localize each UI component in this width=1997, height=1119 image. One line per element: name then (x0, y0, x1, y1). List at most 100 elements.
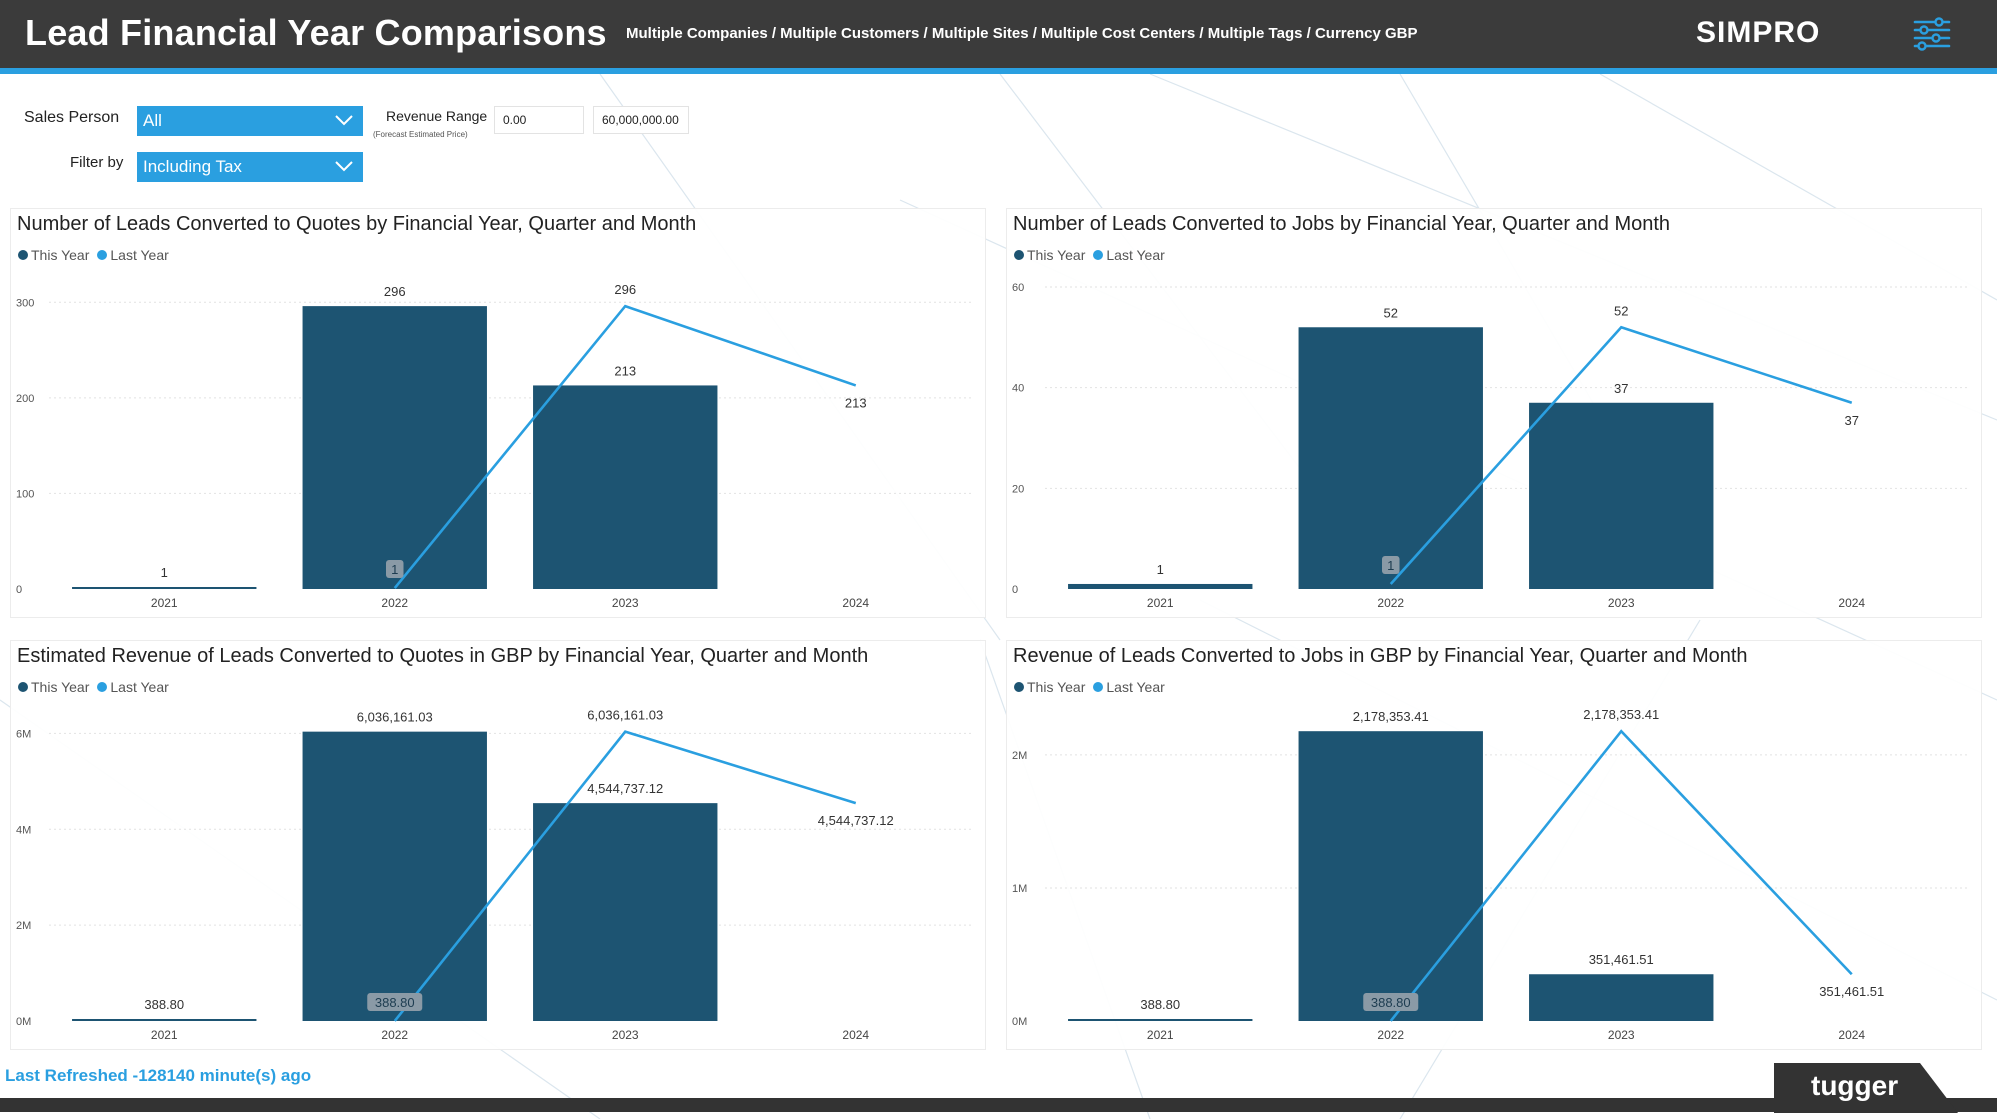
data-label-last-year: 4,544,737.12 (818, 813, 894, 828)
bar-this-year (72, 1019, 257, 1021)
revenue-min-input[interactable]: 0.00 (494, 106, 584, 134)
y-tick-label: 1M (1012, 883, 1027, 895)
chart-legend: This Year Last Year (18, 679, 177, 695)
x-tick-label: 2022 (381, 1028, 408, 1042)
combo-chart: 0 20 40 60 2021 2022 2023 2024 1 52 37 1 52 37 (1012, 282, 1967, 610)
simpro-logo: SIMPRO (1696, 16, 1821, 49)
legend-last-year: Last Year (97, 247, 169, 263)
y-tick-label: 0M (16, 1016, 31, 1028)
chart-title: Estimated Revenue of Leads Converted to … (17, 645, 869, 667)
x-tick-label: 2023 (1608, 1028, 1635, 1042)
legend-label: This Year (31, 247, 90, 263)
last-year-swatch (1093, 250, 1104, 260)
x-tick-label: 2022 (1377, 596, 1404, 610)
chevron-down-icon (335, 161, 353, 172)
legend-this-year: This Year (18, 247, 89, 263)
sales-person-value: All (143, 111, 162, 130)
chart-panel-jobs-revenue: Revenue of Leads Converted to Jobs in GB… (1006, 640, 1982, 1050)
x-tick-label: 2024 (842, 596, 869, 610)
data-label-last-year: 37 (1845, 413, 1859, 428)
y-tick-label: 0M (1012, 1016, 1027, 1028)
chart-title: Number of Leads Converted to Jobs by Fin… (1013, 213, 1671, 235)
data-label-last-year: 388.80 (1371, 995, 1411, 1010)
bar-this-year (302, 731, 487, 1021)
combo-chart: 0M 1M 2M 2021 2022 2023 2024 388.80 2,178,353.41… (1012, 707, 1967, 1042)
revenue-range-label: Revenue Range (386, 108, 488, 124)
page-title: Lead Financial Year Comparisons (25, 12, 607, 53)
bar-this-year (533, 385, 718, 589)
legend-label: This Year (31, 679, 90, 695)
bar-this-year (1298, 731, 1483, 1021)
chevron-down-icon (335, 115, 353, 126)
data-label-badge-last-year (1382, 555, 1400, 574)
footer-bar (0, 1098, 1997, 1112)
line-last-year (1389, 729, 1853, 1022)
x-tick-label: 2022 (1377, 1028, 1404, 1042)
chart-title: Revenue of Leads Converted to Jobs in GB… (1013, 645, 1748, 667)
y-tick-label: 20 (1012, 483, 1024, 495)
combo-chart: 0 100 200 300 2021 2022 2023 2024 1 296 213 1 296 213 (16, 282, 971, 610)
data-label-this-year: 6,036,161.03 (357, 710, 433, 725)
legend-this-year: This Year (18, 679, 89, 695)
x-tick-label: 2022 (381, 596, 408, 610)
filter-by-dropdown[interactable]: Including Tax (137, 152, 363, 182)
revenue-max-input[interactable]: 60,000,000.00 (593, 106, 689, 134)
legend-this-year: This Year (1014, 247, 1085, 263)
y-tick-label: 300 (16, 297, 34, 309)
y-tick-label: 4M (16, 824, 31, 836)
line-last-year (393, 730, 857, 1022)
y-tick-label: 40 (1012, 383, 1024, 395)
sliders-icon[interactable] (1912, 16, 1952, 52)
x-tick-label: 2023 (1608, 596, 1635, 610)
x-tick-label: 2021 (151, 1028, 178, 1042)
data-label-this-year: 37 (1614, 381, 1628, 396)
data-label-this-year: 213 (614, 363, 636, 378)
data-label-last-year: 388.80 (375, 995, 415, 1010)
last-year-swatch (97, 682, 108, 692)
y-tick-label: 2M (1012, 750, 1027, 762)
chart-legend: This Year Last Year (1014, 679, 1173, 695)
data-label-this-year: 1 (1157, 562, 1164, 577)
bar-this-year (72, 587, 257, 589)
bar-this-year (1068, 1019, 1253, 1021)
legend-label: Last Year (1106, 679, 1165, 695)
header-accent-stripe (0, 68, 1997, 74)
combo-chart: 0M 2M 4M 6M 2021 2022 2023 2024 388.80 6,036,161.… (16, 708, 971, 1042)
chart-legend: This Year Last Year (18, 247, 177, 263)
last-year-swatch (97, 250, 108, 260)
data-label-this-year: 388.80 (1140, 997, 1180, 1012)
bar-this-year (302, 306, 487, 589)
chart-panel-quotes-count: Number of Leads Converted to Quotes by F… (10, 208, 986, 618)
x-tick-label: 2023 (612, 1028, 639, 1042)
tugger-logo: tugger (1811, 1070, 1899, 1101)
line-last-year (393, 304, 857, 589)
chart-legend: This Year Last Year (1014, 247, 1173, 263)
header-bar: Lead Financial Year Comparisons Multiple… (0, 0, 1997, 68)
chart-panel-quotes-revenue: Estimated Revenue of Leads Converted to … (10, 640, 986, 1050)
data-label-last-year: 213 (845, 395, 867, 410)
last-refreshed-text: Last Refreshed -128140 minute(s) ago (5, 1066, 312, 1085)
bar-this-year (1298, 327, 1483, 589)
data-label-last-year: 6,036,161.03 (587, 708, 663, 723)
bar-this-year (1068, 583, 1253, 589)
data-label-this-year: 296 (384, 284, 406, 299)
y-tick-label: 0 (16, 584, 22, 596)
bar-this-year (1529, 974, 1714, 1021)
x-tick-label: 2021 (151, 596, 178, 610)
line-last-year (1389, 325, 1853, 585)
tugger-logo-badge (1774, 1063, 1958, 1113)
sales-person-dropdown[interactable]: All (137, 106, 363, 136)
legend-label: Last Year (110, 247, 169, 263)
x-tick-label: 2024 (1838, 596, 1865, 610)
last-year-swatch (1093, 682, 1104, 692)
legend-label: Last Year (110, 679, 169, 695)
y-tick-label: 2M (16, 920, 31, 932)
sales-person-label: Sales Person (24, 109, 120, 126)
y-tick-label: 6M (16, 728, 31, 740)
legend-last-year: Last Year (97, 679, 169, 695)
data-label-this-year: 4,544,737.12 (587, 781, 663, 796)
data-label-badge-last-year (367, 992, 423, 1011)
y-tick-label: 100 (16, 488, 34, 500)
chart-panel-jobs-count: Number of Leads Converted to Jobs by Fin… (1006, 208, 1982, 618)
y-tick-label: 60 (1012, 282, 1024, 294)
